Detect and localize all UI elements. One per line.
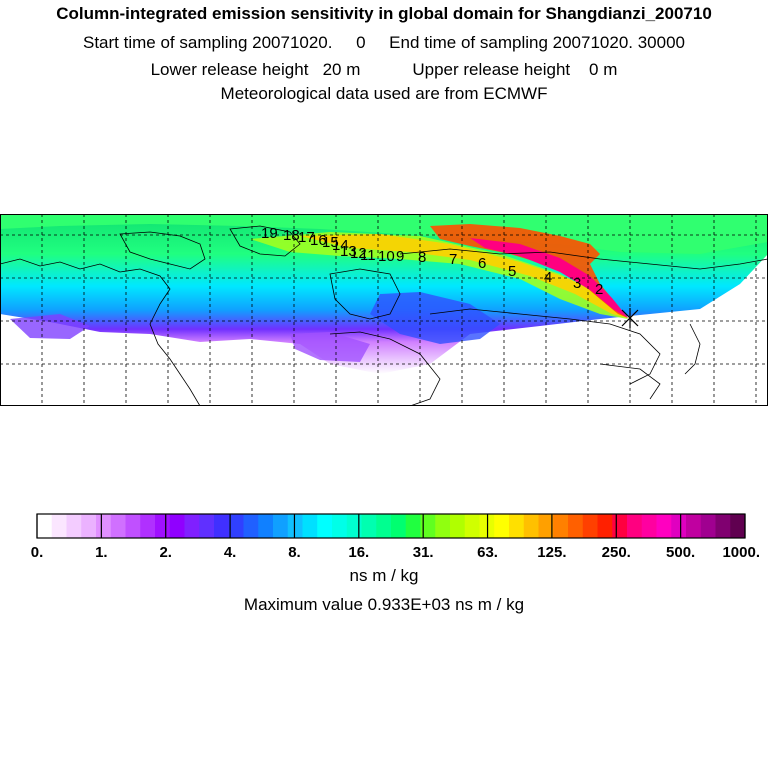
colorbar-tick-label: 4. [224,544,237,561]
colorbar-cell [523,514,539,538]
colorbar-cell [612,514,628,538]
colorbar-cell [435,514,451,538]
colorbar-cell [405,514,421,538]
traj-label-16: 16 [310,232,327,249]
traj-label-15: 15 [322,234,339,251]
colorbar-cell [110,514,126,538]
traj-label-11: 11 [360,247,376,264]
colorbar-cell [140,514,156,538]
colorbar-tick-label: 1000. [722,544,760,561]
colorbar-cell [641,514,657,538]
traj-label-10: 10 [378,248,395,265]
colorbar-tick-labels: 0. 1. 2. 4. 8. 16. 31. 63. 125. 250. 500. 1000. [31,544,760,561]
colorbar-cell [199,514,215,538]
colorbar-cell [553,514,569,538]
traj-label-13: 13 [340,243,357,260]
colorbar-cell [391,514,407,538]
colorbar-cell [597,514,613,538]
colorbar-tick-label: 2. [159,544,172,561]
traj-label-6: 6 [478,255,486,272]
colorbar-tick-label: 1. [95,544,108,561]
colorbar-cell [671,514,687,538]
colorbar-cell [51,514,67,538]
traj-label-5: 5 [508,263,516,280]
colorbar-tick-label: 31. [413,544,434,561]
colorbar-cell [184,514,200,538]
colorbar-cell [538,514,554,538]
trajectory-labels: 2 3 4 5 6 7 8 9 10 11 12 13 14 15 16 17 … [261,225,603,298]
colorbar-tick-label: 16. [348,544,369,561]
colorbar-cell [81,514,97,538]
colorbar-cell [214,514,230,538]
coastlines [0,225,768,406]
colorbar: 0. 1. 2. 4. 8. 16. 31. 63. 125. 250. 500. 1000. [31,513,760,561]
colorbar-cell [155,514,171,538]
colorbar-cell [627,514,643,538]
colorbar-tick-label: 250. [602,544,631,561]
colorbar-cell [450,514,466,538]
release-height-line: Lower release height 20 m Upper release … [150,60,618,79]
colorbar-cell [700,514,716,538]
colorbar-cell [494,514,510,538]
colorbar-cell [66,514,82,538]
colorbar-tick-label: 63. [477,544,498,561]
traj-label-8: 8 [418,249,426,266]
colorbar-cell [582,514,598,538]
colorbar-cell [273,514,289,538]
traj-label-18: 18 [283,227,300,244]
traj-label-2: 2 [595,281,603,298]
colorbar-cell [96,514,112,538]
colorbar-cell [37,514,53,538]
traj-label-12: 12 [350,245,367,262]
colorbar-cell [730,514,746,538]
traj-label-4: 4 [544,269,552,286]
colorbar-cell [317,514,333,538]
maximum-value-text: Maximum value 0.933E+03 ns m / kg [243,595,525,614]
colorbar-cell [420,514,436,538]
met-data-line: Meteorological data used are from ECMWF [220,84,548,103]
colorbar-unit: ns m / kg [349,566,419,585]
traj-label-3: 3 [573,275,581,292]
colorbar-tick-label: 8. [288,544,301,561]
colorbar-frame [36,513,746,539]
colorbar-tick-label: 500. [666,544,695,561]
sampling-time-line: Start time of sampling 20071020. 0 End t… [83,33,685,52]
colorbar-cell [302,514,318,538]
colorbar-cell [361,514,377,538]
colorbar-cell [686,514,702,538]
traj-label-7: 7 [449,251,457,268]
sensitivity-field [0,214,768,406]
colorbar-cell [125,514,141,538]
colorbar-cell [376,514,392,538]
figure-title: Column-integrated emission sensitivity i… [56,4,712,23]
colorbar-cell [464,514,480,538]
station-marker-icon [621,308,639,328]
colorbar-tick-label: 0. [31,544,44,561]
traj-label-17: 17 [298,229,315,246]
traj-label-14: 14 [332,237,349,254]
traj-label-19: 19 [261,225,278,242]
colorbar-cells [37,514,746,538]
colorbar-cell [346,514,362,538]
colorbar-tick-label: 125. [537,544,566,561]
colorbar-cell [243,514,259,538]
traj-label-9: 9 [396,248,404,265]
colorbar-cell [287,514,303,538]
colorbar-cell [509,514,525,538]
colorbar-cell [332,514,348,538]
colorbar-cell [715,514,731,538]
colorbar-cell [258,514,274,538]
colorbar-cell [228,514,244,538]
colorbar-cell [568,514,584,538]
emission-sensitivity-map: 2 3 4 5 6 7 8 9 10 11 12 13 14 15 16 17 … [0,214,768,406]
colorbar-cell [169,514,185,538]
colorbar-cell [656,514,672,538]
